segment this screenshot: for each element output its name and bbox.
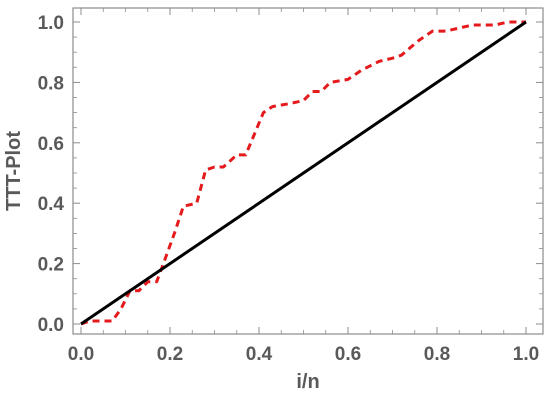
reference-diagonal-line [80,20,527,326]
y-axis-title: TTT-Plot [3,131,25,211]
x-axis-title: i/n [296,371,319,393]
ttt-empirical-line [80,20,526,326]
y-tick-label: 1.0 [38,13,64,34]
y-tick-label: 0.4 [38,194,65,215]
x-tick-label: 0.6 [335,344,361,365]
x-tick-label: 0.8 [424,344,450,365]
x-tick-label: 0.0 [68,344,94,365]
y-tick-label: 0.8 [38,73,64,94]
y-tick-label: 0.2 [38,255,64,276]
y-tick-label: 0.6 [38,134,64,155]
x-tick-label: 1.0 [513,344,539,365]
x-tick-label: 0.2 [157,344,183,365]
x-tick-label: 0.4 [246,344,273,365]
plot-frame [72,7,544,335]
y-tick-label: 0.0 [38,315,64,336]
